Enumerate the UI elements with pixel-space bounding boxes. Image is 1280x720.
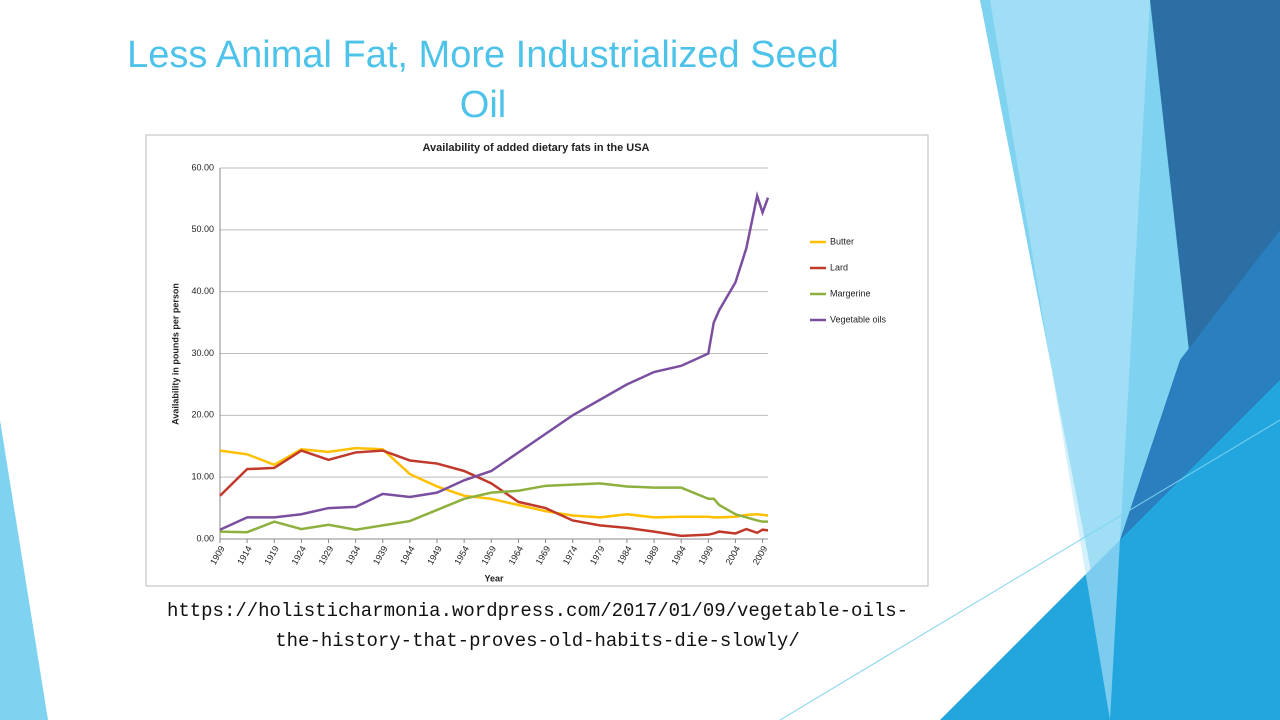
series-line bbox=[219, 482, 768, 534]
series-line bbox=[219, 449, 769, 538]
y-axis-label: Availability in pounds per person bbox=[170, 283, 180, 425]
decor bbox=[0, 420, 48, 720]
legend-label: Margerine bbox=[830, 288, 871, 298]
slide-title: Less Animal Fat, More Industrialized See… bbox=[127, 34, 839, 126]
y-tick-label: 0.00 bbox=[196, 533, 214, 543]
chart-frame bbox=[145, 134, 929, 587]
y-tick-label: 50.00 bbox=[191, 224, 214, 234]
x-axis-label: Year bbox=[484, 573, 504, 583]
y-tick-label: 40.00 bbox=[191, 286, 214, 296]
y-tick-label: 30.00 bbox=[191, 348, 214, 358]
legend-label: Lard bbox=[830, 262, 848, 272]
y-tick-label: 60.00 bbox=[191, 162, 214, 172]
legend-label: Butter bbox=[830, 236, 854, 246]
series-line bbox=[219, 190, 770, 531]
decor bbox=[779, 419, 1280, 720]
chart-title: Availability of added dietary fats in th… bbox=[423, 142, 650, 154]
legend-label: Vegetable oils bbox=[830, 314, 887, 324]
y-tick-label: 10.00 bbox=[191, 472, 214, 482]
y-tick-label: 20.00 bbox=[191, 410, 214, 420]
decor bbox=[990, 0, 1150, 720]
source-url: https://holisticharmonia.wordpress.com/2… bbox=[166, 600, 909, 652]
